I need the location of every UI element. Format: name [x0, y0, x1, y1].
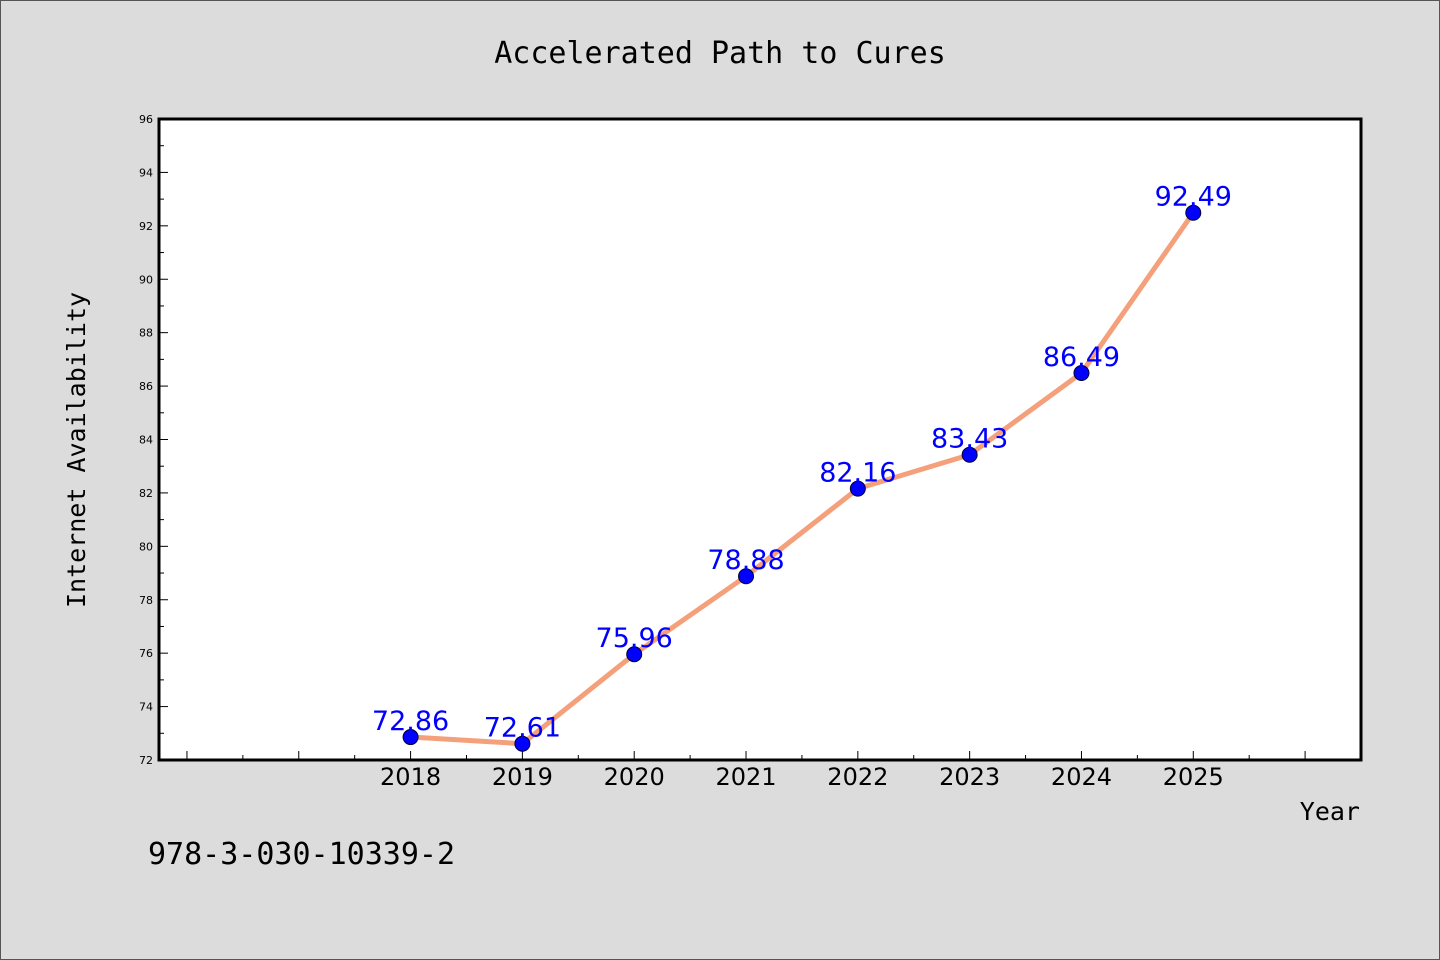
- y-tick-label: 74: [139, 701, 153, 714]
- x-axis-label: Year: [1300, 797, 1360, 826]
- y-tick-label: 72: [139, 754, 153, 767]
- y-tick-label: 96: [139, 113, 153, 126]
- data-label: 72.61: [484, 713, 561, 744]
- chart-title: Accelerated Path to Cures: [494, 36, 946, 71]
- data-point: [849, 480, 866, 497]
- data-label: 82.16: [819, 458, 896, 489]
- data-point: [738, 568, 755, 585]
- y-tick-label: 78: [139, 594, 153, 607]
- data-label: 83.43: [931, 424, 1008, 455]
- y-tick-label: 94: [139, 166, 153, 179]
- data-point: [514, 735, 531, 752]
- plot-area: [157, 117, 1363, 762]
- y-tick-label: 92: [139, 220, 153, 233]
- y-axis: 72 74 76 78 80 82 84 86 88 90 92 94 96: [139, 113, 168, 767]
- x-tick-label: 2023: [939, 763, 1000, 791]
- data-label: 75.96: [596, 623, 673, 654]
- x-tick-label: 2018: [380, 763, 441, 791]
- y-tick-label: 90: [139, 273, 153, 286]
- y-tick-label: 80: [139, 540, 153, 553]
- data-label: 78.88: [707, 545, 784, 576]
- data-label: 86.49: [1043, 342, 1120, 373]
- data-point: [961, 446, 978, 463]
- x-tick-label: 2022: [827, 763, 888, 791]
- x-tick-label: 2024: [1051, 763, 1112, 791]
- y-tick-label: 76: [139, 647, 153, 660]
- x-tick-label: 2025: [1163, 763, 1224, 791]
- data-label-layer: 72.86 72.61 75.96 78.88 82.16 83.43 86.49 92.49: [372, 182, 1232, 744]
- x-tick-label: 2020: [604, 763, 665, 791]
- y-axis-label: Internet Availability: [62, 292, 91, 608]
- series-layer: [402, 204, 1202, 752]
- data-point: [1073, 364, 1090, 381]
- series-line: [408, 210, 1196, 747]
- y-tick-label: 84: [139, 434, 153, 447]
- data-label: 72.86: [372, 706, 449, 737]
- data-point: [626, 646, 643, 663]
- data-point: [1185, 204, 1202, 221]
- data-label: 92.49: [1155, 182, 1232, 213]
- y-tick-label: 82: [139, 487, 153, 500]
- x-tick-label: 2021: [715, 763, 776, 791]
- x-tick-label: 2019: [492, 763, 553, 791]
- isbn-footer: 978-3-030-10339-2: [148, 837, 455, 872]
- data-point: [402, 729, 419, 746]
- y-tick-label: 88: [139, 327, 153, 340]
- y-tick-label: 86: [139, 380, 153, 393]
- x-axis: 2018 2019 2020 2021 2022 2023 2024 2025: [186, 751, 1362, 791]
